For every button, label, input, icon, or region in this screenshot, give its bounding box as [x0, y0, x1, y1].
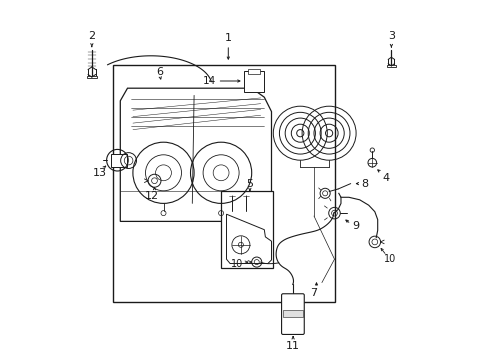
Bar [111, 154, 127, 167]
Bar [87, 76, 96, 78]
Text: 9: 9 [352, 221, 359, 231]
Bar [244, 71, 264, 92]
Bar [386, 65, 395, 67]
Text: 1: 1 [224, 33, 231, 43]
Text: 13: 13 [93, 168, 106, 178]
Bar [221, 191, 273, 268]
Text: 3: 3 [387, 31, 394, 41]
Text: 6: 6 [156, 67, 163, 77]
Text: 10: 10 [231, 259, 243, 269]
Bar [283, 310, 302, 317]
Bar [242, 195, 249, 198]
Bar [247, 69, 260, 74]
Text: 12: 12 [144, 191, 159, 201]
Bar [113, 65, 334, 302]
Text: 8: 8 [361, 179, 368, 189]
Text: 14: 14 [202, 76, 215, 86]
Bar [228, 195, 235, 198]
Text: 5: 5 [246, 179, 253, 189]
Text: 7: 7 [310, 288, 317, 298]
Text: 11: 11 [285, 341, 300, 351]
Text: 10: 10 [384, 254, 396, 264]
FancyBboxPatch shape [281, 294, 304, 334]
Text: 2: 2 [88, 31, 95, 41]
Text: 4: 4 [381, 173, 388, 183]
